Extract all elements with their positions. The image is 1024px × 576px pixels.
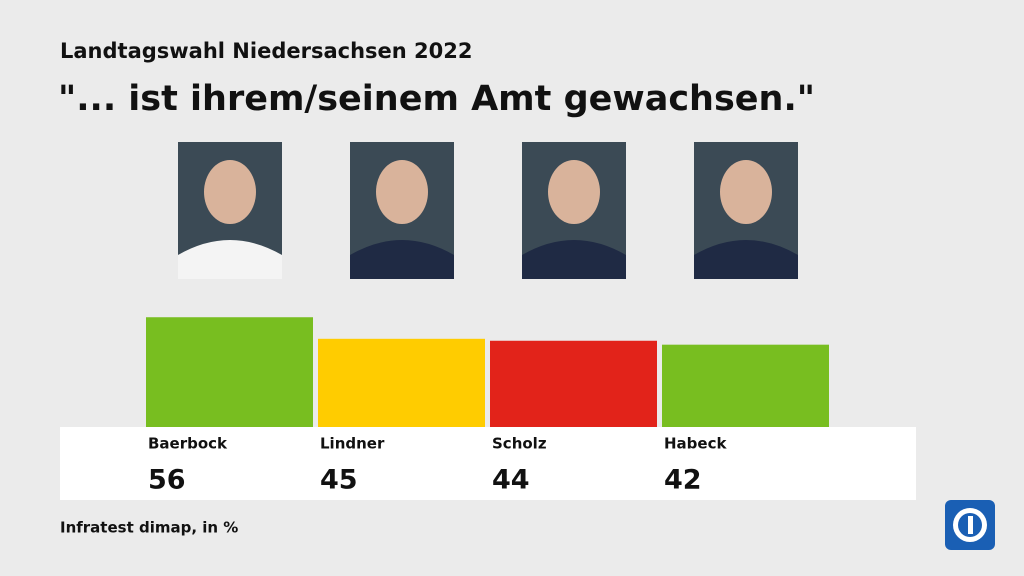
category-label: Lindner [320,435,385,453]
value-label: 56 [148,465,186,496]
logo [945,500,995,550]
portrait-body [178,240,282,279]
chart-subtitle: Landtagswahl Niedersachsen 2022 [60,39,472,63]
portrait-head [204,160,256,224]
value-label: 45 [320,465,358,496]
portrait-head [376,160,428,224]
portrait-head [548,160,600,224]
category-label: Baerbock [148,435,228,453]
portrait-body [350,240,454,279]
bar [662,344,829,427]
category-label: Scholz [492,435,547,453]
portrait-body [694,240,798,279]
category-label: Habeck [664,435,727,453]
value-label: 42 [664,465,702,496]
bar [318,338,485,427]
value-label: 44 [492,465,530,496]
label-panel [60,427,916,500]
portrait-body [522,240,626,279]
logo-one [968,516,973,534]
chart-title: "... ist ihrem/seinem Amt gewachsen." [58,79,815,119]
bar [490,340,657,427]
bar [146,317,313,427]
source: Infratest dimap, in % [60,519,238,537]
portrait-head [720,160,772,224]
